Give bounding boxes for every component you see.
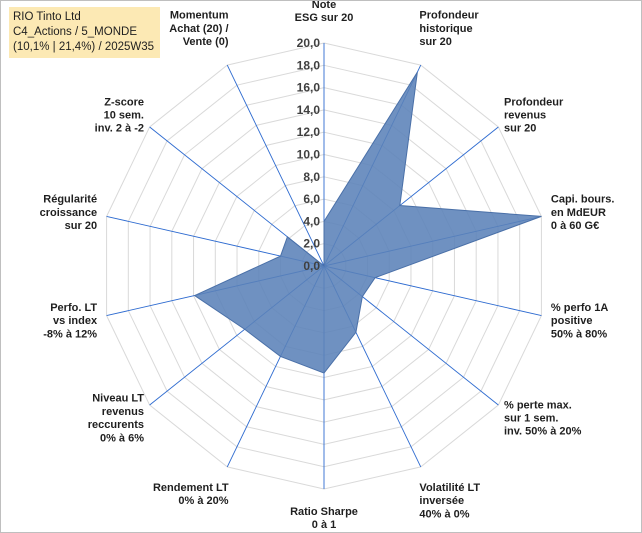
title-line-1: RIO Tinto Ltd xyxy=(13,11,81,23)
tick-label: 12,0 xyxy=(297,125,321,139)
tick-label: 0,0 xyxy=(303,259,320,273)
tick-label: 8,0 xyxy=(303,170,320,184)
axis-label: % perte max. sur 1 sem. inv. 50% à 20% xyxy=(504,399,582,437)
axis-label: Profondeur historique sur 20 xyxy=(419,10,479,48)
series-area xyxy=(193,71,542,374)
tick-label: 14,0 xyxy=(297,103,321,117)
tick-label: 2,0 xyxy=(303,237,320,251)
axis-label: Régularité croissance sur 20 xyxy=(40,194,97,232)
title-line-2: C4_Actions / 5_MONDE xyxy=(13,26,137,38)
tick-label: 10,0 xyxy=(297,148,321,162)
axis-label: % perfo 1A positive 50% à 80% xyxy=(551,302,609,340)
axis-label: Ratio Sharpe 0 à 1 xyxy=(290,506,358,531)
tick-label: 4,0 xyxy=(303,214,320,228)
tick-label: 16,0 xyxy=(297,81,321,95)
tick-label: 18,0 xyxy=(297,58,321,72)
axis-spoke xyxy=(226,64,325,267)
axis-label: Momentum Achat (20) / Vente (0) xyxy=(169,10,229,48)
tick-label: 6,0 xyxy=(303,192,320,206)
axis-label: Volatilité LT inversée 40% à 0% xyxy=(419,482,480,520)
axis-label: Rendement LT 0% à 20% xyxy=(153,482,229,507)
axis-label: Perfo. LT vs index -8% à 12% xyxy=(43,302,98,340)
tick-label: 20,0 xyxy=(297,36,321,50)
title-line-3: (10,1% | 21,4%) / 2025W35 xyxy=(13,41,155,53)
axis-label: Note ESG sur 20 xyxy=(295,1,354,24)
axis-label: Z-score 10 sem. inv. 2 à -2 xyxy=(95,96,144,134)
axis-label: Profondeur revenus sur 20 xyxy=(504,96,564,134)
title-box: RIO Tinto Ltd C4_Actions / 5_MONDE (10,1… xyxy=(9,7,161,58)
axis-label: Capi. bours. en MdEUR 0 à 60 G€ xyxy=(551,194,615,232)
axis-label: Niveau LT revenus reccurents 0% à 6% xyxy=(88,393,145,445)
